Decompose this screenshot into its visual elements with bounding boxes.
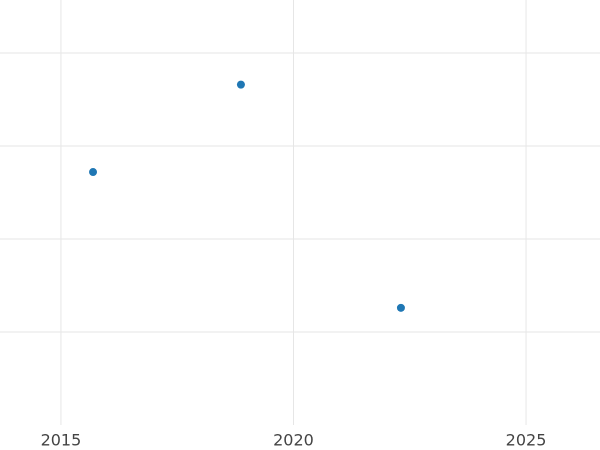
x-tick-label: 2020 — [273, 431, 314, 450]
x-tick-label: 2025 — [506, 431, 547, 450]
x-tick-label: 2015 — [41, 431, 82, 450]
point — [89, 168, 98, 177]
point — [396, 303, 405, 312]
point — [236, 80, 245, 89]
